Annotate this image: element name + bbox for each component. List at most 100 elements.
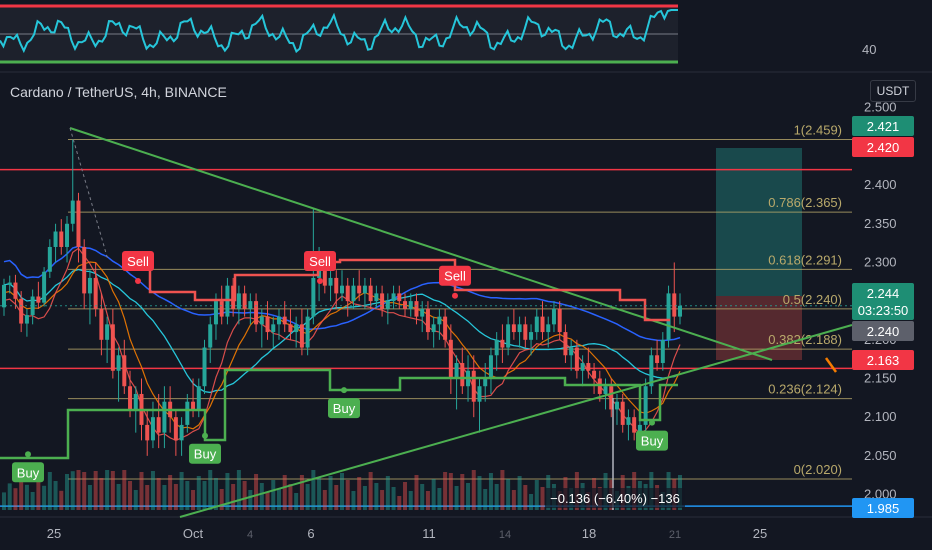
volume-bar <box>334 485 339 510</box>
candle-body <box>110 324 115 371</box>
volume-bar <box>299 475 304 510</box>
candle-body <box>162 401 167 433</box>
candle-body <box>632 417 637 433</box>
signal-label: Buy <box>641 434 664 449</box>
volume-bar <box>213 478 218 510</box>
volume-bar <box>99 478 104 510</box>
candle-body <box>471 370 476 402</box>
volume-bar <box>202 481 207 510</box>
price-axis-tag <box>852 321 914 341</box>
volume-bar <box>116 484 121 510</box>
candle-body <box>70 200 75 224</box>
volume-bar <box>65 474 70 510</box>
x-tick-label: Oct <box>183 526 204 541</box>
candle-body <box>678 305 682 317</box>
sell-signal: Sell <box>122 251 154 285</box>
y-tick-label: 2.150 <box>864 370 897 385</box>
volume-bar <box>477 476 482 510</box>
candle-body <box>116 355 121 371</box>
rsi-axis-label: 40 <box>862 42 876 57</box>
volume-bar <box>494 484 499 510</box>
volume-bar <box>196 476 201 510</box>
candle-body <box>288 324 293 333</box>
signal-dot <box>202 432 208 439</box>
candle-body <box>655 355 660 364</box>
y-tick-label: 2.300 <box>864 254 897 269</box>
volume-bar <box>471 470 476 510</box>
candle-body <box>276 316 281 325</box>
candle-body <box>196 386 201 410</box>
candle-body <box>305 316 310 348</box>
candle-body <box>311 277 316 317</box>
volume-bar <box>437 488 442 510</box>
volume-bar <box>208 470 213 510</box>
signal-badge <box>328 398 360 419</box>
volume-bar <box>13 488 18 510</box>
candle-body <box>523 324 528 340</box>
measure-label: −0.136 (−6.40%) −136 <box>550 491 680 506</box>
candle-body <box>173 417 178 441</box>
candle-body <box>511 324 516 333</box>
candle-body <box>483 378 488 387</box>
candle-body <box>36 296 41 303</box>
volume-bar <box>179 472 184 510</box>
candle-body <box>99 308 104 340</box>
candle-body <box>580 363 585 371</box>
volume-bar <box>345 480 350 510</box>
volume-bar <box>460 474 465 510</box>
currency-button[interactable]: USDT <box>870 80 916 102</box>
volume-bar <box>19 472 24 510</box>
volume-bar <box>340 473 344 510</box>
candle-body <box>351 285 356 302</box>
volume-bar <box>30 492 35 510</box>
candle-body <box>82 246 87 294</box>
candle-body <box>477 386 482 402</box>
volume-bar <box>276 489 281 510</box>
volume-bar <box>259 483 264 510</box>
candle-body <box>271 324 276 333</box>
volume-bar <box>156 478 161 510</box>
signal-dot <box>317 278 323 285</box>
candle-body <box>534 316 539 333</box>
price-axis-tag <box>852 350 914 370</box>
y-tick-label: 2.100 <box>864 409 897 424</box>
candle-body <box>179 424 184 441</box>
ma-line-blue <box>3 245 681 342</box>
volume-bar <box>185 481 190 510</box>
volume-bar <box>397 496 402 510</box>
candle-body <box>488 355 493 379</box>
signal-label: Buy <box>17 465 40 480</box>
price-axis-tag-label: 1.985 <box>867 501 900 516</box>
volume-bar <box>414 475 419 510</box>
candle-body <box>322 262 327 286</box>
volume-bar <box>254 474 259 510</box>
volume-bar <box>448 473 453 510</box>
candle-body <box>362 285 367 294</box>
candle-body <box>391 293 396 302</box>
volume-bar <box>403 482 408 510</box>
volume-bar <box>47 472 52 510</box>
candle-body <box>299 324 304 348</box>
candle-body <box>345 285 350 302</box>
buy-signal: Buy <box>189 432 221 464</box>
volume-bar <box>82 472 87 510</box>
volume-bar <box>271 480 276 510</box>
signal-label: Sell <box>309 254 331 269</box>
candle-body <box>202 347 207 387</box>
volume-bar <box>305 484 310 510</box>
volume-bar <box>128 481 133 510</box>
volume-bar <box>42 485 47 510</box>
candle-body <box>494 339 499 356</box>
volume-bar <box>391 487 396 510</box>
signal-label: Sell <box>444 269 466 284</box>
candle-body <box>385 301 390 309</box>
signal-label: Sell <box>127 254 149 269</box>
candle-body <box>65 223 70 247</box>
projection-arrow <box>824 357 838 373</box>
candle-body <box>265 316 270 333</box>
volume-bar <box>317 477 322 510</box>
candle-body <box>420 308 425 317</box>
volume-bar <box>110 471 115 510</box>
candle-body <box>7 282 12 285</box>
